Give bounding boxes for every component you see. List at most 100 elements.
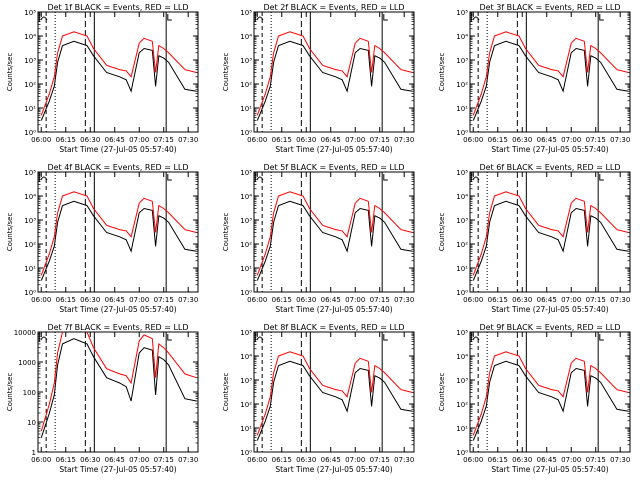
plot-frame [469, 331, 631, 453]
events-series-line [40, 200, 197, 281]
plot-title: Det 1f BLACK = Events, RED = LLD [47, 3, 188, 12]
x-axis-label: Start Time (27-Jul-05 05:57:40) [275, 465, 392, 474]
y-tick-label: 10¹ [24, 105, 36, 113]
x-tick-label: 06:00 [463, 136, 483, 144]
y-tick-label: 10³ [456, 377, 468, 385]
plot-title: Det 8f BLACK = Events, RED = LLD [263, 323, 404, 332]
plot-panel: Det 6f BLACK = Events, RED = LLD Counts/s… [438, 163, 631, 314]
events-series-line [472, 40, 629, 121]
x-tick-label: 07:15 [370, 296, 390, 304]
y-tick-label: 10⁰ [240, 289, 252, 297]
plot-title: Det 9f BLACK = Events, RED = LLD [479, 323, 620, 332]
x-axis-label: Start Time (27-Jul-05 05:57:40) [59, 305, 176, 314]
y-tick-label: 10² [456, 241, 468, 249]
y-tick-label: 10000 [14, 329, 36, 337]
saa-marker-icon [38, 332, 48, 342]
plot-frame [253, 331, 415, 453]
y-tick-label: 10¹ [240, 425, 252, 433]
x-tick-label: 06:15 [56, 296, 76, 304]
x-tick-label: 06:30 [296, 136, 316, 144]
x-tick-label: 06:45 [321, 296, 341, 304]
plot-frame [37, 11, 199, 133]
saa-marker-icon [470, 12, 480, 22]
x-tick-label: 06:45 [105, 456, 125, 464]
y-tick-label: 10³ [240, 377, 252, 385]
plot-title: Det 6f BLACK = Events, RED = LLD [479, 163, 620, 172]
y-axis-label: Counts/sec [6, 213, 14, 252]
x-tick-label: 06:15 [272, 136, 292, 144]
y-tick-label: 10² [240, 241, 252, 249]
plot-frame [469, 11, 631, 133]
y-tick-label: 10⁴ [240, 193, 252, 201]
y-tick-label: 10⁰ [456, 449, 468, 457]
saa-marker-icon [254, 12, 264, 22]
y-tick-label: 10⁵ [456, 329, 468, 337]
plot-panel: Det 8f BLACK = Events, RED = LLD Counts/s… [222, 323, 415, 474]
x-tick-label: 06:15 [272, 456, 292, 464]
y-tick-label: 10 [27, 419, 36, 427]
y-tick-label: 10⁴ [24, 193, 36, 201]
y-tick-label: 10⁵ [456, 169, 468, 177]
y-axis-label: Counts/sec [222, 213, 230, 252]
y-tick-label: 10⁰ [456, 289, 468, 297]
plot-panel: Det 7f BLACK = Events, RED = LLD Counts/s… [6, 323, 199, 474]
lld-series-line [472, 351, 629, 436]
events-series-line [40, 40, 197, 121]
night-marker-icon [599, 334, 604, 341]
plot-panel: Det 3f BLACK = Events, RED = LLD Counts/s… [438, 3, 631, 154]
x-tick-label: 06:30 [80, 136, 100, 144]
night-marker-icon [383, 334, 388, 341]
x-tick-label: 06:00 [31, 296, 51, 304]
x-tick-label: 06:00 [247, 456, 267, 464]
night-marker-icon [167, 14, 172, 21]
saa-marker-icon [470, 172, 480, 182]
plot-frame [37, 171, 199, 293]
lld-series-line [472, 191, 629, 276]
y-tick-label: 1000 [18, 359, 36, 367]
lld-series-line [256, 191, 413, 276]
y-tick-label: 10⁴ [240, 353, 252, 361]
x-axis-label: Start Time (27-Jul-05 05:57:40) [491, 465, 608, 474]
y-tick-label: 10⁰ [24, 289, 36, 297]
y-tick-label: 10³ [24, 217, 36, 225]
x-tick-label: 06:00 [31, 136, 51, 144]
events-series-line [256, 360, 413, 441]
lld-series-line [472, 31, 629, 116]
x-tick-label: 06:45 [537, 296, 557, 304]
x-tick-label: 07:15 [586, 296, 606, 304]
night-marker-icon [167, 174, 172, 181]
night-marker-icon [599, 174, 604, 181]
lld-series-line [256, 351, 413, 436]
x-tick-label: 06:00 [247, 136, 267, 144]
x-tick-label: 07:00 [129, 456, 149, 464]
x-axis-label: Start Time (27-Jul-05 05:57:40) [59, 465, 176, 474]
x-axis-label: Start Time (27-Jul-05 05:57:40) [491, 305, 608, 314]
y-tick-label: 10³ [456, 57, 468, 65]
lld-series-line [256, 31, 413, 116]
events-series-line [256, 200, 413, 281]
y-tick-label: 10³ [456, 217, 468, 225]
night-marker-icon [383, 174, 388, 181]
x-axis-label: Start Time (27-Jul-05 05:57:40) [275, 305, 392, 314]
y-tick-label: 10³ [24, 57, 36, 65]
x-tick-label: 06:45 [105, 136, 125, 144]
x-tick-label: 07:00 [345, 456, 365, 464]
saa-marker-icon [38, 12, 48, 22]
x-tick-label: 06:45 [321, 456, 341, 464]
x-tick-label: 06:45 [537, 136, 557, 144]
x-tick-label: 06:15 [488, 136, 508, 144]
y-tick-label: 10⁰ [240, 129, 252, 137]
x-axis-label: Start Time (27-Jul-05 05:57:40) [275, 145, 392, 154]
x-tick-label: 07:00 [561, 136, 581, 144]
x-tick-label: 07:00 [561, 456, 581, 464]
y-tick-label: 10⁴ [24, 33, 36, 41]
y-tick-label: 10¹ [456, 105, 468, 113]
x-tick-label: 07:30 [610, 296, 630, 304]
plot-panel: Det 2f BLACK = Events, RED = LLD Counts/s… [222, 3, 415, 154]
plot-title: Det 5f BLACK = Events, RED = LLD [263, 163, 404, 172]
x-tick-label: 06:30 [296, 296, 316, 304]
y-tick-label: 10² [456, 81, 468, 89]
y-tick-label: 10⁴ [456, 353, 468, 361]
x-tick-label: 06:30 [296, 456, 316, 464]
